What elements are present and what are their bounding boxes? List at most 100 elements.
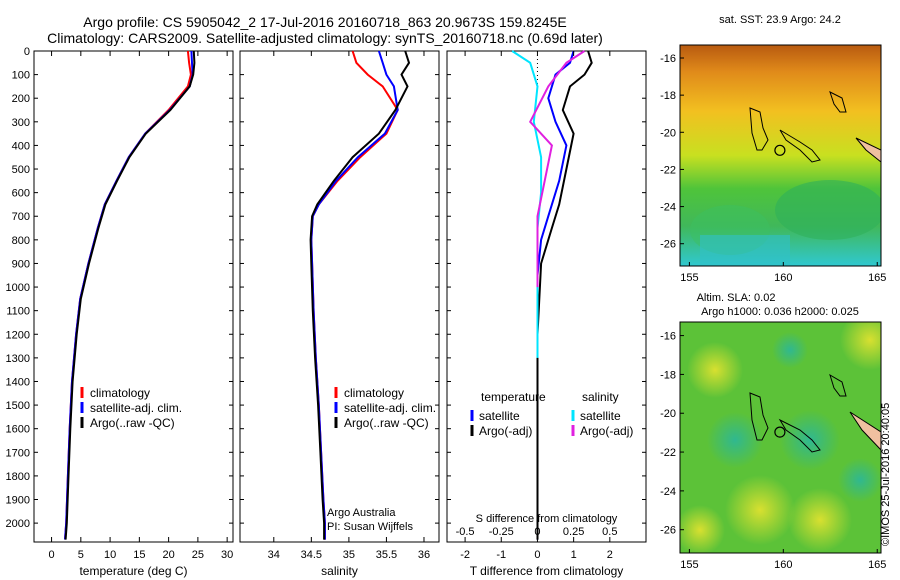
y-tick-label: 100 bbox=[12, 70, 30, 82]
x-tick-label: 36 bbox=[418, 549, 430, 561]
profile-panel-0: 0 5 10 15 20 25 30 temperature (deg C) 0 100 200 30… bbox=[6, 46, 234, 578]
x-tick-label: 10 bbox=[104, 549, 116, 561]
x-tick-label: 25 bbox=[192, 549, 204, 561]
legend-label: satellite bbox=[580, 409, 621, 423]
panel-frame bbox=[446, 50, 647, 543]
legend-label: satellite bbox=[479, 409, 520, 423]
sla-map: Altim. SLA: 0.02 Argo h1000: 0.036 h2000… bbox=[679, 292, 882, 554]
panel-frame bbox=[33, 50, 234, 543]
coastline-islands bbox=[829, 373, 847, 397]
sst-map-frame bbox=[679, 44, 882, 267]
x-tick-label: 1 bbox=[571, 549, 577, 561]
y-tick-label: 1600 bbox=[6, 424, 30, 436]
legend-label: satellite-adj. clim. bbox=[90, 401, 182, 415]
map-x-tick-label: 155 bbox=[680, 559, 698, 571]
sst-map-title: sat. SST: 23.9 Argo: 24.2 bbox=[719, 14, 841, 26]
legend-label: climatology bbox=[344, 386, 404, 400]
sla-high-blob bbox=[788, 488, 852, 552]
sla-low-blob bbox=[838, 458, 881, 502]
series-line-2 bbox=[309, 50, 411, 540]
y-tick-label: 200 bbox=[12, 93, 30, 105]
x2-tick-label: -0.5 bbox=[456, 526, 475, 538]
x-axis-label: temperature (deg C) bbox=[79, 564, 187, 578]
y-tick-label: 1000 bbox=[6, 282, 30, 294]
y-tick-label: 400 bbox=[12, 140, 30, 152]
coastline-new-caledonia bbox=[749, 107, 769, 151]
profile-panel-1: 34 34.5 35 35.5 36 salinity climatologysatelli… bbox=[239, 50, 440, 578]
coastline-land bbox=[855, 137, 881, 163]
sst-warm-patch bbox=[775, 180, 881, 240]
coastline-islands bbox=[829, 91, 847, 113]
legend-label: Argo(-adj) bbox=[580, 424, 633, 438]
map-y-tick-label: -24 bbox=[660, 202, 676, 214]
x-tick-label: 0 bbox=[534, 549, 540, 561]
map-x-tick-label: 165 bbox=[868, 559, 886, 571]
y-tick-label: 1800 bbox=[6, 471, 30, 483]
coastline-reef bbox=[779, 129, 821, 163]
plot-title-line2: Climatology: CARS2009. Satellite-adjuste… bbox=[47, 30, 603, 46]
legend-title: temperature bbox=[481, 390, 546, 404]
x-tick-label: 15 bbox=[133, 549, 145, 561]
y-tick-label: 500 bbox=[12, 164, 30, 176]
x2-tick-label: 0.25 bbox=[563, 526, 584, 538]
sst-map: sat. SST: 23.9 Argo: 24.2 bbox=[679, 14, 882, 267]
coastline-reef bbox=[778, 418, 821, 453]
map-x-tick-label: 155 bbox=[680, 272, 698, 284]
x-tick-label: -2 bbox=[460, 549, 470, 561]
sla-map-frame bbox=[679, 321, 882, 554]
y-tick-label: 1100 bbox=[6, 306, 30, 318]
x-tick-label: 0 bbox=[48, 549, 54, 561]
map-x-tick-label: 160 bbox=[774, 559, 792, 571]
x-tick-label: 34.5 bbox=[301, 549, 322, 561]
x-tick-label: 30 bbox=[221, 549, 233, 561]
y-tick-label: 1300 bbox=[6, 353, 30, 365]
y-tick-label: 1700 bbox=[6, 447, 30, 459]
x2-tick-label: 0.5 bbox=[602, 526, 617, 538]
y-tick-label: 1900 bbox=[6, 495, 30, 507]
panel-frame bbox=[239, 50, 440, 543]
map-y-tick-label: -24 bbox=[660, 486, 676, 498]
y-tick-label: 0 bbox=[24, 46, 30, 58]
legend-label: Argo(-adj) bbox=[479, 424, 532, 438]
x-tick-label: -1 bbox=[496, 549, 506, 561]
x2-tick-label: -0.25 bbox=[489, 526, 514, 538]
x-tick-label: 34 bbox=[268, 549, 280, 561]
y-tick-label: 900 bbox=[12, 258, 30, 270]
y-tick-label: 800 bbox=[12, 235, 30, 247]
sst-cool-patch bbox=[700, 235, 790, 266]
map-y-tick-label: -16 bbox=[660, 53, 676, 65]
legend: temperaturesatelliteArgo(-adj)salinitysa… bbox=[470, 390, 633, 438]
float-position-marker bbox=[774, 144, 786, 156]
x-axis-label: salinity bbox=[321, 564, 358, 578]
map-y-tick-label: -20 bbox=[660, 127, 676, 139]
float-position-marker bbox=[774, 426, 786, 438]
y-tick-label: 2000 bbox=[6, 518, 30, 530]
profile-panel-2: -2 -1 0 1 2 T difference from climatology -0.5… bbox=[446, 50, 647, 578]
x-tick-label: 35.5 bbox=[376, 549, 397, 561]
legend-label: climatology bbox=[90, 386, 150, 400]
map-y-tick-label: -26 bbox=[660, 525, 676, 537]
annotation-text: Argo Australia bbox=[327, 507, 396, 519]
sla-high-blob bbox=[680, 505, 725, 553]
legend-label: Argo(..raw -QC) bbox=[344, 416, 429, 430]
imos-timestamp: ©IMOS 25-Jul-2016 20:40:05 bbox=[880, 402, 892, 546]
map-x-tick-label: 165 bbox=[868, 272, 886, 284]
x-axis-label: T difference from climatology bbox=[470, 564, 624, 578]
sla-low-blob bbox=[772, 332, 808, 368]
map-y-tick-label: -18 bbox=[660, 369, 676, 381]
y-tick-label: 1500 bbox=[6, 400, 30, 412]
sla-low-blob bbox=[707, 412, 763, 468]
y-tick-label: 300 bbox=[12, 117, 30, 129]
map-y-tick-label: -16 bbox=[660, 331, 676, 343]
y-tick-label: 600 bbox=[12, 188, 30, 200]
sla-high-blob bbox=[840, 322, 881, 370]
series-line-2 bbox=[64, 50, 196, 540]
map-y-tick-label: -18 bbox=[660, 90, 676, 102]
x2-axis-label: S difference from climatology bbox=[476, 513, 618, 525]
plot-title-line1: Argo profile: CS 5905042_2 17-Jul-2016 2… bbox=[83, 14, 567, 30]
sla-low-blob bbox=[780, 410, 840, 470]
